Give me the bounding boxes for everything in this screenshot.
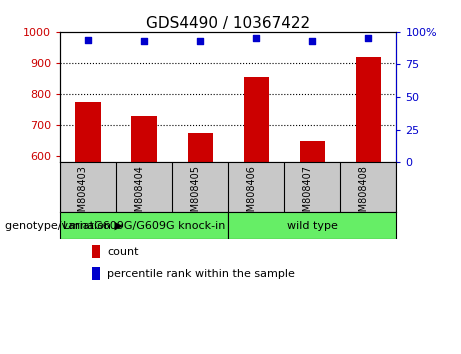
Bar bbox=[92, 268, 100, 280]
Bar bbox=[243, 77, 269, 162]
Text: genotype/variation ▶: genotype/variation ▶ bbox=[5, 221, 123, 231]
Point bbox=[196, 38, 204, 44]
Text: GSM808403: GSM808403 bbox=[78, 165, 88, 224]
Bar bbox=[188, 133, 213, 162]
Text: GSM808407: GSM808407 bbox=[302, 165, 313, 224]
Text: count: count bbox=[107, 247, 139, 257]
Point bbox=[84, 37, 92, 42]
Bar bbox=[300, 141, 325, 162]
Point bbox=[365, 35, 372, 41]
Bar bbox=[228, 212, 396, 239]
Bar bbox=[356, 57, 381, 162]
Point bbox=[140, 38, 148, 44]
Text: percentile rank within the sample: percentile rank within the sample bbox=[107, 269, 296, 279]
Text: GSM808406: GSM808406 bbox=[246, 165, 256, 224]
Bar bbox=[131, 116, 157, 162]
Title: GDS4490 / 10367422: GDS4490 / 10367422 bbox=[146, 16, 310, 31]
Text: GSM808404: GSM808404 bbox=[134, 165, 144, 224]
Bar bbox=[60, 212, 228, 239]
Point bbox=[309, 38, 316, 44]
Text: LmnaG609G/G609G knock-in: LmnaG609G/G609G knock-in bbox=[63, 221, 225, 231]
Text: GSM808408: GSM808408 bbox=[358, 165, 368, 224]
Text: wild type: wild type bbox=[287, 221, 338, 231]
Bar bbox=[92, 245, 100, 258]
Text: GSM808405: GSM808405 bbox=[190, 165, 200, 224]
Bar bbox=[75, 102, 100, 162]
Point bbox=[253, 35, 260, 41]
